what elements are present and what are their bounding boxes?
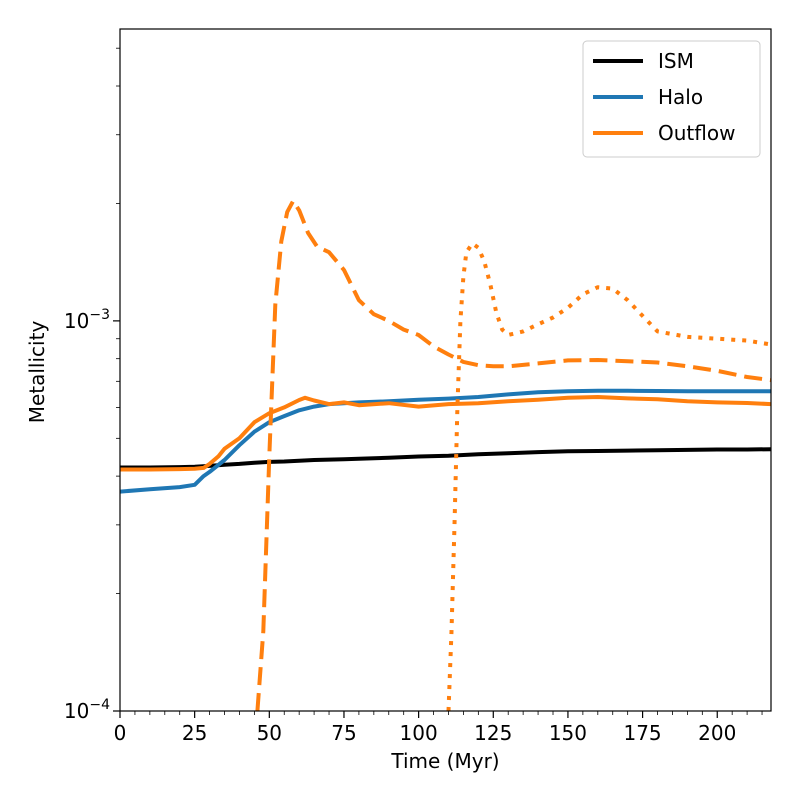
series-line-outflow <box>120 395 771 472</box>
series-line-outflow-dashed <box>255 198 771 711</box>
legend: ISM Halo Outflow <box>582 40 761 158</box>
y-tick-label: 10−3 <box>64 307 110 333</box>
legend-label-ism: ISM <box>658 49 694 73</box>
legend-label-outflow: Outflow <box>658 121 735 145</box>
x-tick-label: 150 <box>549 721 587 745</box>
x-tick-label: 175 <box>623 721 661 745</box>
x-tick-label: 100 <box>400 721 438 745</box>
series-line-outflow-dotted <box>446 241 771 711</box>
x-tick-label: 200 <box>698 721 736 745</box>
x-tick-label: 0 <box>114 721 127 745</box>
y-axis-label: Metallicity <box>25 321 49 424</box>
plot-frame <box>119 28 772 712</box>
x-tick-label: 125 <box>474 721 512 745</box>
x-axis-label: Time (Myr) <box>390 749 499 773</box>
x-tick-label: 75 <box>331 721 356 745</box>
x-tick-label: 50 <box>257 721 282 745</box>
legend-box <box>582 40 761 158</box>
x-tick-label: 25 <box>182 721 207 745</box>
legend-label-halo: Halo <box>658 85 703 109</box>
y-tick-label: 10−4 <box>64 697 110 723</box>
